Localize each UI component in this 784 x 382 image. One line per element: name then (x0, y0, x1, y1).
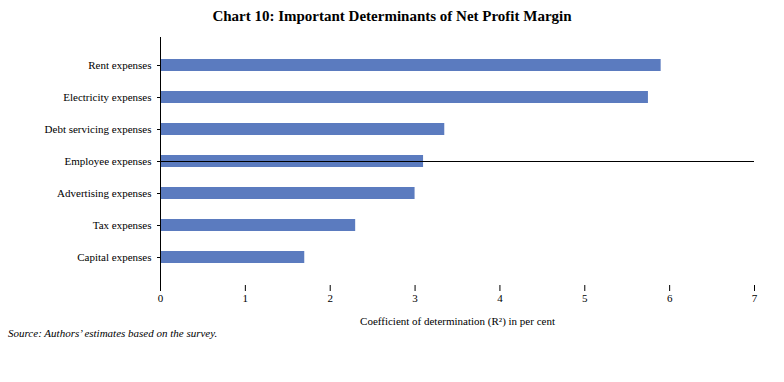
svg-text:2: 2 (327, 292, 333, 304)
svg-text:Debt servicing expenses: Debt servicing expenses (45, 123, 152, 135)
svg-text:6: 6 (667, 292, 673, 304)
html-text:Chart 10: Important Determinan: Chart 10: Important Determinants of Net … (212, 8, 572, 24)
svg-text:Employee expenses: Employee expenses (64, 155, 151, 167)
svg-text:3: 3 (412, 292, 418, 304)
svg-text:Rent expenses: Rent expenses (88, 59, 151, 71)
svg-text:Electricity expenses: Electricity expenses (63, 91, 151, 103)
svg-text:7: 7 (752, 292, 758, 304)
svg-text:Advertising expenses: Advertising expenses (57, 187, 151, 199)
svg-text:4: 4 (497, 292, 503, 304)
svg-text:Capital expenses: Capital expenses (77, 251, 151, 263)
svg-text:Coefficient of determination (: Coefficient of determination (R²) in per… (360, 315, 555, 328)
html-text:Source: Authors’ estimates bas: Source: Authors’ estimates based on the … (8, 327, 218, 339)
svg-text:0: 0 (158, 292, 164, 304)
svg-text:5: 5 (582, 292, 588, 304)
svg-text:1: 1 (243, 292, 249, 304)
svg-text:Tax expenses: Tax expenses (93, 219, 152, 231)
